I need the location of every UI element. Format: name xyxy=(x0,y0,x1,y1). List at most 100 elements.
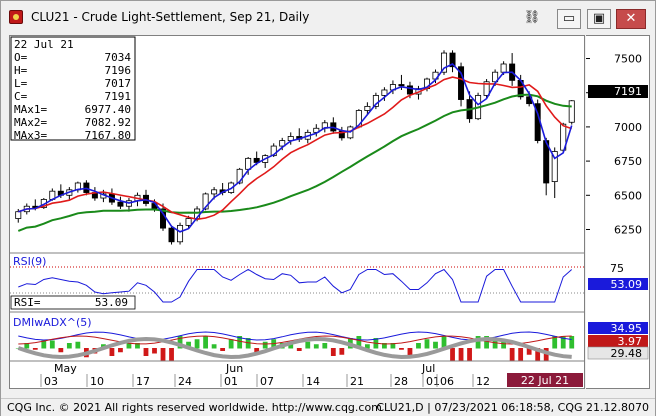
dmi-plus-label: 34.95 xyxy=(611,322,643,335)
chart-plot-area[interactable]: 22 Jul 21 O= 7034 H= 7196 L= 7017 C= 7191 MAx1= 6… xyxy=(9,35,585,389)
dmi-bar xyxy=(424,339,430,349)
dmi-bar xyxy=(450,348,455,361)
rsi-readout-value: 53.09 xyxy=(95,296,128,309)
candle-body xyxy=(245,157,252,170)
day-label: 12 xyxy=(476,375,490,388)
dmi-bar xyxy=(169,348,174,361)
dmi-bar xyxy=(203,336,208,349)
month-label: Jun xyxy=(225,362,243,375)
adx-line xyxy=(17,336,572,360)
dmi-bar xyxy=(356,336,362,349)
dmi-bar xyxy=(467,348,472,361)
candle-body xyxy=(406,85,413,95)
dmi-bar xyxy=(109,348,115,356)
minimize-button[interactable]: ▭ xyxy=(557,9,581,29)
cursor-row-value: 7034 xyxy=(105,51,132,64)
cursor-row-value: 7191 xyxy=(105,90,132,103)
candle-body xyxy=(270,145,277,157)
cursor-row-label: C= xyxy=(14,90,28,103)
month-labels: May Jun Jul xyxy=(54,362,435,375)
link-chain-icon[interactable]: ⛓ xyxy=(523,10,541,25)
dmi-bar xyxy=(24,343,30,349)
dmi-bar xyxy=(475,336,481,349)
dmi-bar xyxy=(305,341,311,349)
dmi-bar xyxy=(220,348,226,351)
price-tick-label: 7000 xyxy=(614,121,642,134)
dmi-bar xyxy=(526,348,532,355)
cursor-row-label: MAx1= xyxy=(14,103,47,116)
dmi-bar xyxy=(339,348,345,355)
window-title: CLU21 - Crude Light-Settlement, Sep 21, … xyxy=(31,10,310,24)
candle-body xyxy=(211,189,218,195)
dmi-bar xyxy=(492,339,498,349)
candle-body xyxy=(364,105,371,111)
dmi-bar xyxy=(228,339,234,349)
cursor-data-box xyxy=(10,36,136,141)
dmi-bar xyxy=(560,336,566,349)
dmi-title: DMIwADX^(5) xyxy=(13,316,92,329)
dmi-bar xyxy=(382,343,387,349)
dmi-bar xyxy=(296,348,302,351)
value-axis[interactable]: 750072507000675065006250 7191 75 53.09 3… xyxy=(586,35,650,389)
adx-tag xyxy=(587,346,649,360)
dmi-bar xyxy=(245,338,251,349)
dmi-minus-tag xyxy=(588,335,648,347)
rsi-readout-label: RSI= xyxy=(14,296,41,309)
price-panel: 22 Jul 21 O= 7034 H= 7196 L= 7017 C= 7191 MAx1= 6… xyxy=(10,36,584,254)
day-labels: 03 10 17 24 01 07 14 21 28 01 06 12 xyxy=(40,374,490,388)
dmi-bar xyxy=(458,348,464,361)
dmi-bar xyxy=(407,348,413,356)
rsi-readout-box xyxy=(10,295,136,310)
dmi-bar xyxy=(552,336,558,349)
day-label: 10 xyxy=(90,375,104,388)
dmi-bar xyxy=(501,340,507,349)
dmi-bar xyxy=(390,343,396,349)
dmi-bar xyxy=(118,348,123,353)
cursor-row-label: MAx2= xyxy=(14,116,47,129)
dmi-bar xyxy=(288,344,294,349)
candle-body xyxy=(185,218,192,226)
candle-body xyxy=(279,140,286,147)
rsi-axis-tick: 75 xyxy=(610,262,624,275)
candle-body xyxy=(177,224,184,243)
candle-body xyxy=(15,211,22,219)
candle-body xyxy=(253,157,260,163)
cursor-row-value: 7167.80 xyxy=(85,129,131,142)
candle-body xyxy=(236,168,243,184)
candle-body xyxy=(441,52,448,73)
dmi-plus-tag xyxy=(588,322,648,334)
cursor-row-value: 7082.92 xyxy=(85,116,131,129)
dmi-bar xyxy=(399,348,404,350)
ma-slow-line xyxy=(17,93,572,232)
day-label: 01 xyxy=(224,375,238,388)
dmi-bar xyxy=(254,348,260,353)
close-button[interactable]: ✕ xyxy=(616,9,646,29)
month-label: Jul xyxy=(421,362,435,375)
dmi-bar xyxy=(135,343,140,349)
day-label: 06 xyxy=(440,375,454,388)
dmi-bar xyxy=(313,344,319,349)
cursor-row-value: 6977.40 xyxy=(85,103,131,116)
candle-body xyxy=(117,201,124,207)
dmi-bar xyxy=(262,341,268,349)
day-label: 14 xyxy=(306,375,320,388)
dmi-bar xyxy=(41,340,47,349)
candle-body xyxy=(483,81,490,96)
price-ticks: 750072507000675065006250 xyxy=(586,53,642,236)
current-date-tag xyxy=(507,373,583,387)
status-bar: CQG Inc. © 2021 All rights reserved worl… xyxy=(1,398,655,416)
rsi-title: RSI(9) xyxy=(13,255,46,268)
cursor-date: 22 Jul 21 xyxy=(14,38,74,51)
candle-body xyxy=(568,100,575,123)
maximize-button[interactable]: ▣ xyxy=(587,9,611,29)
dmi-bar xyxy=(194,339,200,349)
day-label: 24 xyxy=(178,375,192,388)
candle-body xyxy=(398,84,405,87)
candle-body xyxy=(458,66,465,100)
candle-body xyxy=(381,89,388,96)
adx-label: 29.48 xyxy=(611,347,643,360)
day-label: 03 xyxy=(44,375,58,388)
title-bar[interactable]: CLU21 - Crude Light-Settlement, Sep 21, … xyxy=(1,1,655,35)
dmi-bar xyxy=(518,348,524,361)
